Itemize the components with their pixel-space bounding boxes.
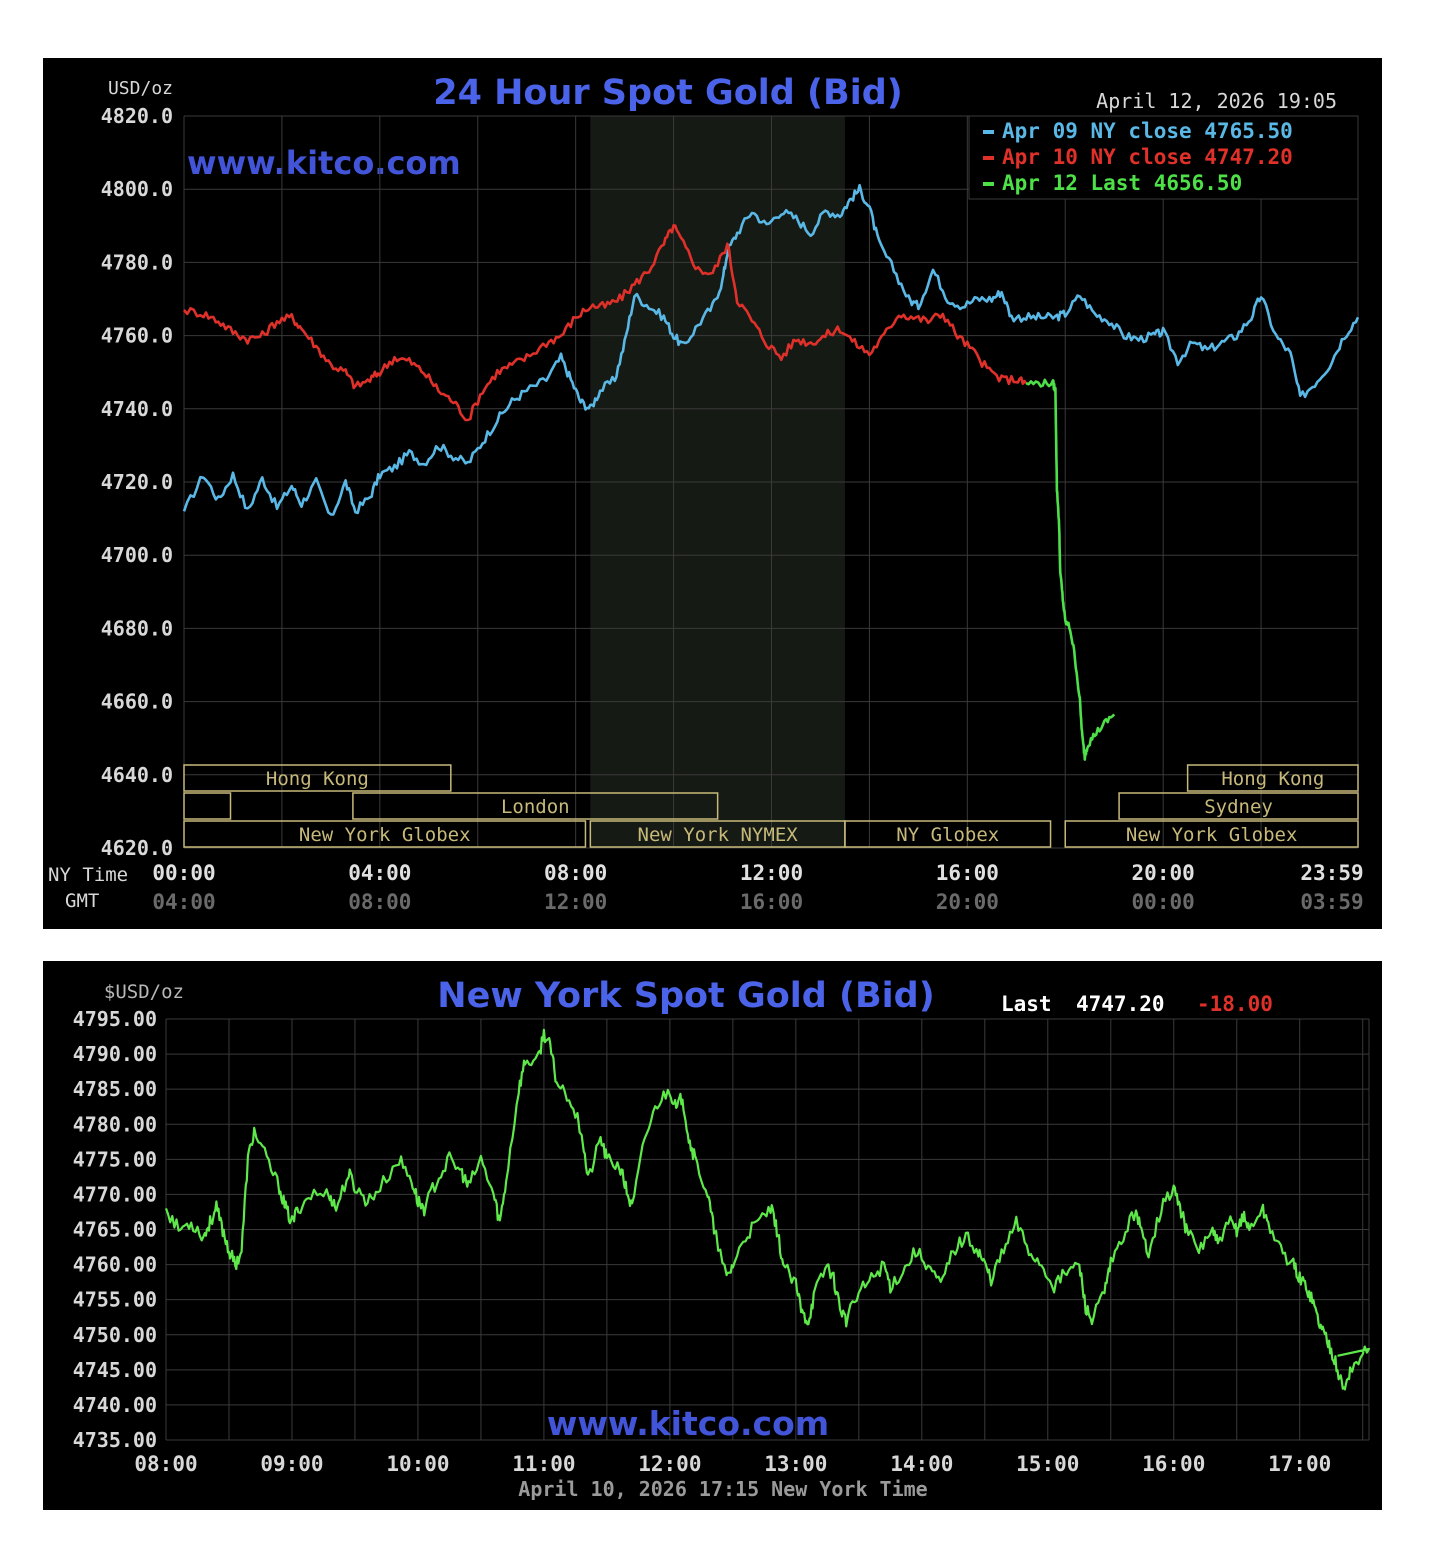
series-line-2 (183, 224, 1028, 422)
x-row-label-ny: NY Time (48, 864, 128, 886)
y-tick-label: 4770.00 (73, 1182, 157, 1206)
x-tick-ny: 08:00 (544, 861, 607, 885)
session-box (183, 764, 452, 792)
session-box (1118, 792, 1359, 820)
y-tick-label: 4795.00 (73, 1007, 157, 1031)
y-tick-label: 4765.00 (73, 1218, 157, 1242)
x-tick-label: 10:00 (386, 1452, 449, 1476)
series-line-1 (182, 183, 1360, 516)
y-tick-label: 4785.00 (73, 1077, 157, 1101)
session-box (1064, 820, 1359, 848)
chart-footer: April 10, 2026 17:15 New York Time (518, 1477, 927, 1501)
session-label: London (501, 796, 570, 818)
x-row-label-gmt: GMT (65, 890, 99, 912)
y-tick-label: 4755.00 (73, 1288, 157, 1312)
x-tick-ny: 00:00 (152, 861, 215, 885)
session-label: Sydney (1204, 796, 1273, 818)
session-label: Hong Kong (1221, 768, 1324, 790)
spot-24h-chart: USD/oz 24 Hour Spot Gold (Bid) April 12,… (43, 58, 1382, 929)
x-tick-gmt: 16:00 (740, 890, 803, 914)
legend-entry: Apr 10 NY close 4747.20 (1002, 145, 1293, 169)
x-tick-label: 12:00 (638, 1452, 701, 1476)
chart-title: 24 Hour Spot Gold (Bid) (433, 73, 903, 113)
y-tick-label: 4740.0 (101, 397, 173, 421)
spot-24h-chart-svg: USD/oz 24 Hour Spot Gold (Bid) April 12,… (48, 73, 1364, 914)
y-tick-label: 4745.00 (73, 1358, 157, 1382)
session-label: New York Globex (299, 824, 471, 846)
session-box (183, 792, 232, 820)
datetime-label: April 12, 2026 19:05 (1096, 89, 1337, 113)
y-tick-label: 4720.0 (101, 470, 173, 494)
session-label: Hong Kong (266, 768, 369, 790)
x-tick-gmt: 03:59 (1300, 890, 1363, 914)
y-tick-label: 4700.0 (101, 543, 173, 567)
x-tick-ny: 20:00 (1132, 861, 1195, 885)
session-label: NY Globex (896, 824, 999, 846)
y-tick-label: 4760.0 (101, 324, 173, 348)
y-tick-label: 4790.00 (73, 1042, 157, 1066)
watermark: www.kitco.com (547, 1404, 829, 1443)
x-tick-ny: 16:00 (936, 861, 999, 885)
x-tick-gmt: 12:00 (544, 890, 607, 914)
session-box (844, 820, 1052, 848)
x-tick-label: 09:00 (260, 1452, 323, 1476)
unit-label: USD/oz (108, 78, 173, 99)
y-tick-label: 4780.00 (73, 1112, 157, 1136)
y-tick-label: 4775.00 (73, 1147, 157, 1171)
x-tick-label: 08:00 (134, 1452, 197, 1476)
x-tick-label: 13:00 (764, 1452, 827, 1476)
y-tick-label: 4800.0 (101, 177, 173, 201)
chart-title: New York Spot Gold (Bid) (437, 976, 934, 1016)
x-tick-gmt: 08:00 (348, 890, 411, 914)
session-label: New York Globex (1126, 824, 1298, 846)
y-tick-label: 4780.0 (101, 250, 173, 274)
x-tick-gmt: 04:00 (152, 890, 215, 914)
legend-box (968, 115, 1359, 200)
x-tick-label: 11:00 (512, 1452, 575, 1476)
y-tick-label: 4680.0 (101, 616, 173, 640)
x-tick-ny: 23:59 (1300, 861, 1363, 885)
series-line (164, 1028, 1371, 1391)
x-tick-label: 16:00 (1142, 1452, 1205, 1476)
last-price: Last 4747.20 -18.00 (1001, 992, 1273, 1016)
y-tick-label: 4735.00 (73, 1428, 157, 1452)
y-tick-label: 4640.0 (101, 763, 173, 787)
session-box (1186, 764, 1359, 792)
series-line-3 (1025, 378, 1116, 761)
ny-spot-chart: $USD/oz New York Spot Gold (Bid) Last 47… (43, 961, 1382, 1510)
legend-entry: Apr 12 Last 4656.50 (1002, 171, 1242, 195)
change-value: -18.00 (1197, 992, 1273, 1016)
ny-spot-chart-svg: $USD/oz New York Spot Gold (Bid) Last 47… (73, 976, 1371, 1501)
x-tick-label: 14:00 (890, 1452, 953, 1476)
x-tick-label: 15:00 (1016, 1452, 1079, 1476)
x-tick-label: 17:00 (1268, 1452, 1331, 1476)
x-tick-gmt: 20:00 (936, 890, 999, 914)
legend-entry: Apr 09 NY close 4765.50 (1002, 119, 1293, 143)
session-box (352, 792, 719, 820)
x-tick-ny: 12:00 (740, 861, 803, 885)
y-tick-label: 4620.0 (101, 836, 173, 860)
y-tick-label: 4760.00 (73, 1253, 157, 1277)
x-tick-ny: 04:00 (348, 861, 411, 885)
y-tick-label: 4740.00 (73, 1393, 157, 1417)
x-tick-gmt: 00:00 (1132, 890, 1195, 914)
unit-label: $USD/oz (104, 981, 184, 1003)
y-tick-label: 4750.00 (73, 1323, 157, 1347)
session-box (183, 820, 587, 848)
session-label: New York NYMEX (638, 824, 799, 846)
last-label: Last (1001, 992, 1052, 1016)
watermark: www.kitco.com (187, 144, 461, 182)
y-tick-label: 4820.0 (101, 104, 173, 128)
last-value: 4747.20 (1076, 992, 1165, 1016)
y-tick-label: 4660.0 (101, 690, 173, 714)
